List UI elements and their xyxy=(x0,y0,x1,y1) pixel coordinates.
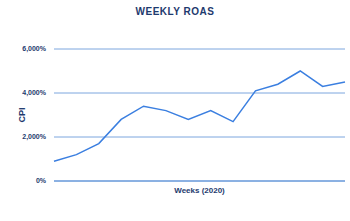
svg-text:6,000%: 6,000% xyxy=(22,45,47,53)
html-text:Weeks (2020): Weeks (2020) xyxy=(174,186,225,195)
svg-text:0%: 0% xyxy=(36,177,47,184)
svg-text:2,000%: 2,000% xyxy=(22,133,47,141)
svg-text:4,000%: 4,000% xyxy=(22,89,47,97)
html-text:WEEKLY ROAS: WEEKLY ROAS xyxy=(135,6,215,17)
html-text:CPI: CPI xyxy=(17,107,27,123)
